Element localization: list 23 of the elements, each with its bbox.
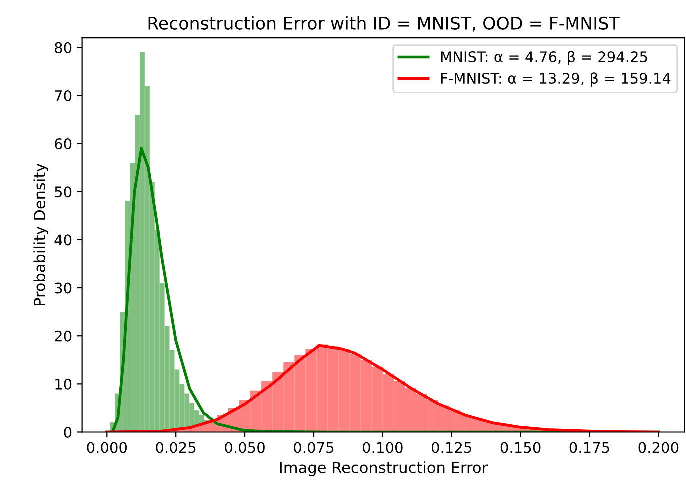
x-axis-title: Image Reconstruction Error [280,462,488,476]
y-tick-label: 20 [55,330,72,342]
y-tick-label: 10 [56,378,72,390]
x-tick-label: 0.025 [156,442,196,454]
y-tick-label: 50 [55,186,72,198]
legend-label: MNIST: α = 4.76, β = 294.25 [441,51,648,66]
y-tick-label: 40 [54,234,72,246]
y-tick-label: 70 [55,90,72,102]
y-axis-title: Probability Density [34,164,48,306]
y-tick-label: 0 [64,426,72,438]
x-tick-label: 0.050 [225,442,265,454]
x-tick-label: 0.200 [638,442,679,454]
legend-label: F-MNIST: α = 13.29, β = 159.14 [441,72,671,87]
chart-title: Reconstruction Error with ID = MNIST, OOD = F-MNIST [148,16,620,32]
y-tick-label: 80 [55,42,72,54]
x-tick-label: 0.125 [432,442,472,454]
y-tick-label: 30 [55,282,72,294]
x-tick-label: 0.000 [87,442,128,454]
x-tick-label: 0.150 [500,442,541,454]
y-tick-label: 60 [55,138,72,150]
x-tick-label: 0.175 [570,442,610,454]
x-tick-label: 0.100 [363,442,403,454]
x-tick-label: 0.075 [294,442,334,454]
